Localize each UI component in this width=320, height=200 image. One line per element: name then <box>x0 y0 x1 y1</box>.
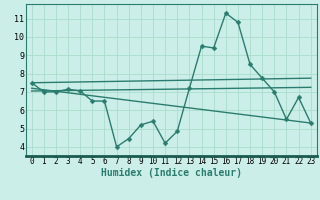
X-axis label: Humidex (Indice chaleur): Humidex (Indice chaleur) <box>101 168 242 178</box>
